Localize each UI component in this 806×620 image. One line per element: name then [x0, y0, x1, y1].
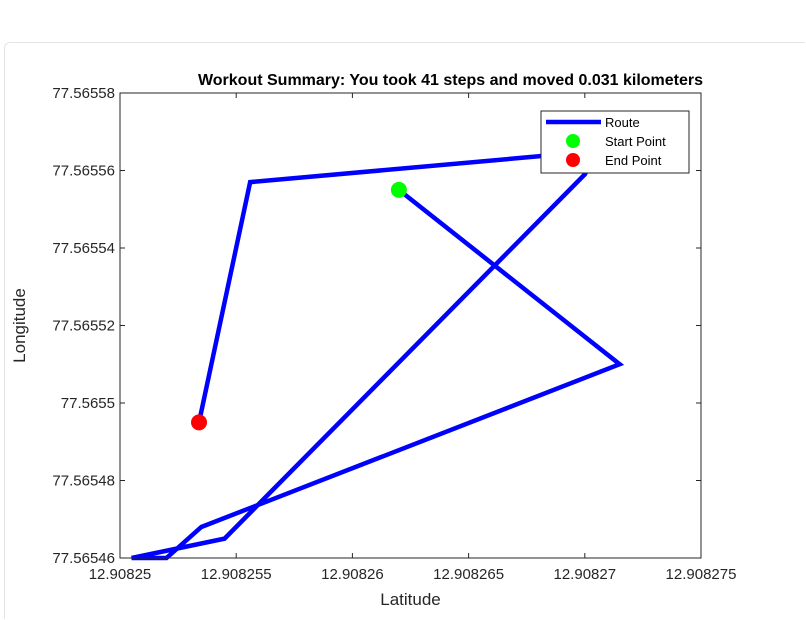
y-tick-label: 77.56552	[52, 318, 115, 335]
legend-start-point-swatch	[566, 134, 580, 148]
x-tick-label: 12.90826	[321, 566, 384, 583]
y-tick-label: 77.56548	[52, 473, 115, 490]
y-tick-label: 77.56554	[52, 240, 115, 257]
route-line	[131, 148, 625, 561]
x-tick-label: 12.908265	[433, 566, 504, 583]
legend-box	[540, 110, 690, 174]
x-tick-label: 12.90827	[554, 566, 617, 583]
chart-title: Workout Summary: You took 41 steps and m…	[198, 72, 703, 89]
start-point-marker	[390, 181, 407, 198]
x-axis-label: Latitude	[380, 590, 441, 609]
y-tick-label: 77.5655	[61, 395, 115, 412]
legend: Route Start Point End Point	[540, 110, 690, 174]
legend-end-point-label: End Point	[605, 153, 662, 168]
y-tick-label: 77.56546	[52, 550, 115, 567]
x-tick-label: 12.908275	[666, 566, 737, 583]
y-tick-label: 77.56558	[52, 85, 115, 102]
x-tick-label: 12.908255	[201, 566, 272, 583]
legend-route-label: Route	[605, 115, 640, 130]
y-axis-label: Longitude	[10, 288, 29, 363]
y-tick-label: 77.56556	[52, 163, 115, 180]
x-tick-label: 12.90825	[89, 566, 152, 583]
end-point-marker	[191, 414, 208, 431]
legend-end-point-swatch	[566, 153, 580, 167]
legend-start-point-label: Start Point	[605, 134, 666, 149]
